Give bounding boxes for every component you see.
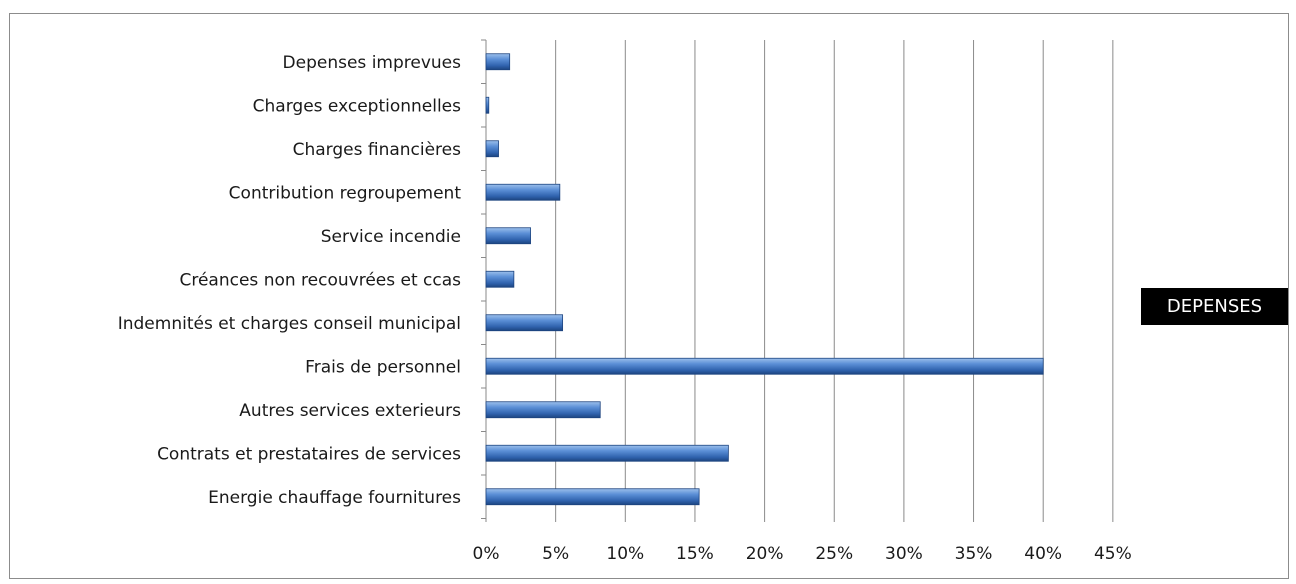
grid-lines: [555, 40, 1114, 522]
bar: [485, 183, 561, 201]
category-label: Frais de personnel: [305, 357, 461, 377]
x-tick-labels: 0% 5% 10% 15% 20% 25% 30% 35% 40% 45%: [473, 544, 1132, 564]
bar: [485, 140, 499, 158]
category-label: Charges financières: [293, 140, 462, 160]
bar: [485, 314, 564, 332]
category-label: Indemnités et charges conseil municipal: [118, 314, 461, 334]
category-label: Energie chauffage fournitures: [208, 488, 461, 508]
category-label: Charges exceptionnelles: [253, 96, 461, 116]
x-tick-label: 0%: [473, 544, 500, 564]
x-tick-label: 20%: [746, 544, 784, 564]
x-tick-label: 10%: [606, 544, 644, 564]
x-tick-label: 5%: [542, 544, 569, 564]
category-label: Contrats et prestataires de services: [157, 444, 461, 464]
bar: [485, 227, 531, 245]
x-tick-label: 25%: [815, 544, 853, 564]
bar: [485, 53, 511, 71]
legend-entry: DEPENSES: [1141, 288, 1288, 325]
bar: [485, 488, 700, 506]
x-tick-label: 45%: [1094, 544, 1132, 564]
x-tick-label: 15%: [676, 544, 714, 564]
category-labels: Depenses imprevues Charges exceptionnelle…: [118, 53, 462, 508]
axes: [481, 39, 487, 522]
category-label: Service incendie: [321, 227, 461, 247]
bar: [485, 401, 601, 419]
chart-frame: [9, 13, 1289, 579]
bar: [485, 357, 1044, 375]
bar: [485, 444, 729, 462]
category-label: Créances non recouvrées et ccas: [179, 270, 461, 290]
bars: [485, 53, 1044, 506]
x-tick-label: 30%: [885, 544, 923, 564]
bar: [485, 96, 490, 114]
x-tick-label: 35%: [955, 544, 993, 564]
x-tick-label: 40%: [1024, 544, 1062, 564]
category-label: Depenses imprevues: [283, 53, 462, 73]
category-label: Contribution regroupement: [229, 183, 462, 203]
bar: [485, 270, 515, 288]
category-label: Autres services exterieurs: [239, 401, 461, 421]
